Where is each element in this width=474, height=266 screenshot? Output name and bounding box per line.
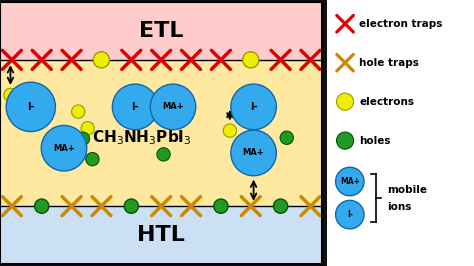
Circle shape [231, 84, 276, 130]
Circle shape [35, 199, 49, 213]
Text: I-: I- [131, 102, 139, 112]
Circle shape [41, 125, 87, 171]
Text: I-: I- [27, 102, 35, 112]
Circle shape [337, 93, 354, 110]
Circle shape [336, 167, 364, 196]
FancyBboxPatch shape [0, 206, 322, 264]
Circle shape [86, 152, 99, 166]
Circle shape [4, 88, 17, 102]
Text: holes: holes [359, 136, 391, 146]
Text: mobile: mobile [387, 185, 427, 194]
FancyBboxPatch shape [327, 0, 474, 266]
FancyBboxPatch shape [0, 2, 322, 264]
Text: ETL: ETL [139, 21, 183, 41]
Text: CH$_3$NH$_3$PbI$_3$: CH$_3$NH$_3$PbI$_3$ [92, 128, 192, 147]
Text: MA+: MA+ [53, 144, 75, 153]
Circle shape [231, 130, 276, 176]
Circle shape [214, 199, 228, 213]
Text: ions: ions [387, 202, 411, 211]
FancyBboxPatch shape [0, 2, 322, 60]
Circle shape [81, 122, 94, 135]
Text: MA+: MA+ [243, 148, 264, 157]
Circle shape [223, 124, 237, 137]
Circle shape [157, 148, 170, 161]
Text: HTL: HTL [137, 225, 185, 245]
Circle shape [150, 84, 196, 130]
Circle shape [93, 52, 109, 68]
Circle shape [273, 199, 288, 213]
Text: electrons: electrons [359, 97, 414, 107]
Text: I-: I- [347, 210, 353, 219]
Circle shape [280, 131, 293, 144]
Text: electron traps: electron traps [359, 19, 443, 29]
Circle shape [76, 132, 90, 145]
Text: hole traps: hole traps [359, 58, 419, 68]
Circle shape [336, 200, 364, 229]
Text: MA+: MA+ [340, 177, 360, 186]
Circle shape [337, 132, 354, 149]
Text: I-: I- [250, 102, 257, 112]
Circle shape [72, 105, 85, 118]
Text: MA+: MA+ [162, 102, 184, 111]
Circle shape [124, 199, 138, 213]
Circle shape [243, 52, 259, 68]
Circle shape [112, 84, 158, 130]
FancyBboxPatch shape [0, 60, 322, 206]
Circle shape [6, 82, 55, 132]
